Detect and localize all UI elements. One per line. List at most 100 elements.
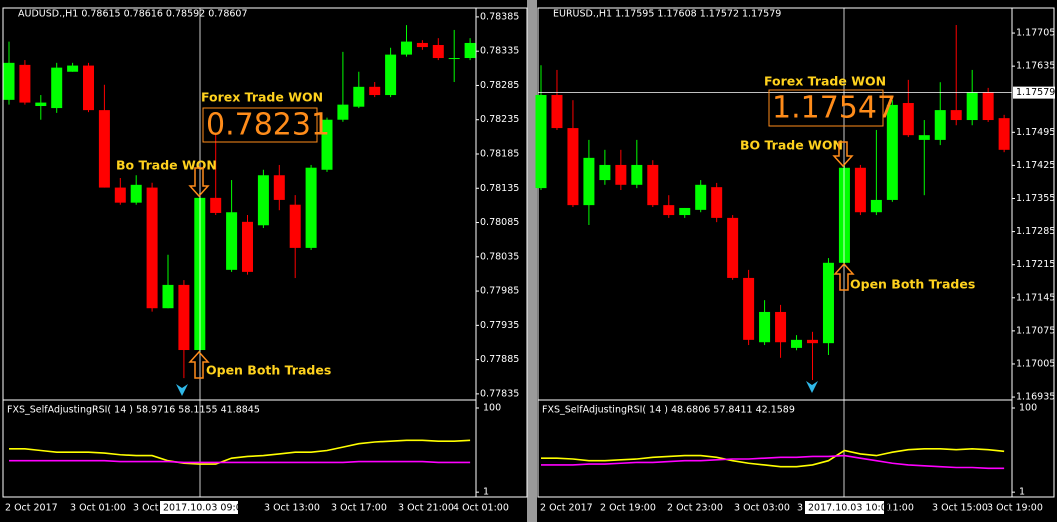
symbol-header: EURUSD.,H1 1.17595 1.17608 1.17572 1.175… <box>553 9 781 20</box>
x-tick-label: 2 Oct 19:00 <box>600 503 656 514</box>
candle-body <box>918 135 930 140</box>
marker <box>176 384 188 396</box>
candle-body <box>567 128 579 206</box>
x-tick-label: 2 Oct 2017 <box>5 503 58 514</box>
charts: AUDUSD.,H1 0.78615 0.78616 0.78592 0.786… <box>2 7 1055 514</box>
y-tick-label: 1 <box>1019 487 1025 498</box>
indicator-line <box>541 454 1005 470</box>
candle-body <box>3 62 15 100</box>
y-tick-label: 1.16935 <box>1016 392 1055 403</box>
y-tick-label: 0.77835 <box>480 388 519 399</box>
candle-body <box>114 187 126 203</box>
x-tick-label: 3 Oct 19:00 <box>987 503 1043 514</box>
candle-body <box>432 45 444 59</box>
candle-body <box>401 41 412 55</box>
candle-body <box>759 311 771 343</box>
candle-body <box>806 339 818 344</box>
candle-body <box>51 67 63 109</box>
current-price-label: 1.17579 <box>1016 87 1055 98</box>
y-tick-label: 0.78035 <box>480 251 519 262</box>
plot-frame <box>2 7 528 498</box>
arrow-up <box>188 350 210 379</box>
candle-body <box>583 157 595 206</box>
annotations: Forex Trade WON 0.78231 Bo Trade WON Ope… <box>116 74 975 396</box>
x-tick-label: 3 Oct 13:00 <box>264 503 320 514</box>
indicator-label: FXS_SelfAdjustingRSI( 14 ) 58.9716 58.11… <box>7 405 260 416</box>
indicator-line <box>9 439 471 465</box>
y-tick-label: 0.78185 <box>480 148 519 159</box>
candle-body <box>83 65 94 111</box>
candle-body <box>305 167 317 248</box>
candle-body <box>67 65 79 72</box>
candle-body <box>647 164 659 206</box>
candle-body <box>337 104 349 120</box>
candle-body <box>551 94 563 129</box>
candle-body <box>321 119 333 170</box>
y-tick-label: 0.77885 <box>480 354 519 365</box>
candle-body <box>822 262 834 344</box>
candle-body <box>353 86 365 107</box>
y-tick-label: 1.17425 <box>1016 160 1055 171</box>
annotation: Forex Trade WON <box>201 90 323 105</box>
candle-body <box>130 184 142 203</box>
candle-body <box>162 284 174 309</box>
annotation: BO Trade WON <box>740 138 843 153</box>
annotation: 1.17547 <box>772 91 896 126</box>
candle-body <box>870 199 882 213</box>
y-tick-label: 0.78335 <box>480 46 519 57</box>
y-tick-label: 1.17355 <box>1016 193 1055 204</box>
x-tick-label: 3 Oct 17:00 <box>331 503 387 514</box>
annotation: Bo Trade WON <box>116 158 217 173</box>
candle-body <box>210 197 222 213</box>
y-tick-label: 1.17705 <box>1016 28 1055 39</box>
candle-body <box>838 167 850 263</box>
y-tick-label: 1.17285 <box>1016 226 1055 237</box>
candle-body <box>854 167 866 213</box>
candle-body <box>775 311 787 343</box>
y-tick-label: 1.17005 <box>1016 358 1055 369</box>
x-tick-label: 2 Oct 23:00 <box>667 503 723 514</box>
y-tick-label: 0.78135 <box>480 183 519 194</box>
symbol-header: AUDUSD.,H1 0.78615 0.78616 0.78592 0.786… <box>18 9 248 20</box>
x-tick-label: 3 Oct 21:00 <box>398 503 454 514</box>
x-tick-label: 3 Oct 01:00 <box>70 503 126 514</box>
y-tick-label: 1.17075 <box>1016 325 1055 336</box>
cursor-box <box>805 501 884 514</box>
indicator-line <box>541 447 1005 468</box>
cursor-label: 2017.10.03 10:00 <box>808 503 893 514</box>
candle-body <box>273 175 285 200</box>
candle-body <box>615 164 627 185</box>
candle-body <box>663 205 675 216</box>
candle-body <box>535 94 547 189</box>
candle-body <box>257 175 269 226</box>
candle-body <box>242 221 253 272</box>
y-tick-label: 1.17145 <box>1016 292 1055 303</box>
candle-body <box>743 277 755 340</box>
candle-body <box>178 284 190 351</box>
candle-body <box>998 118 1010 150</box>
candle-body <box>19 64 31 103</box>
candle-body <box>385 54 397 96</box>
indicator-label: FXS_SelfAdjustingRSI( 14 ) 48.6806 57.84… <box>542 405 795 416</box>
candle-body <box>226 212 238 270</box>
price-box <box>768 89 884 127</box>
candle-body <box>599 164 611 181</box>
y-tick-label: 0.78085 <box>480 217 519 228</box>
panel-divider <box>527 0 537 522</box>
candle-body <box>966 92 978 121</box>
x-tick-label: 3 Oct 15:00 <box>932 503 988 514</box>
candle-body <box>950 110 962 121</box>
arrow-up <box>833 262 855 291</box>
candle-body <box>98 110 110 188</box>
y-tick-label: 0.78235 <box>480 114 519 125</box>
y-tick-label: 1.17495 <box>1016 127 1055 138</box>
candle-body <box>464 42 476 59</box>
y-tick-label: 0.77985 <box>480 286 519 297</box>
candle-body <box>934 110 946 140</box>
candle-body <box>711 187 723 218</box>
plot-frame <box>537 7 1055 498</box>
cursor-box <box>160 501 238 514</box>
x-tick-label: 2 Oct 2017 <box>540 503 593 514</box>
y-tick-label: 0.78285 <box>480 80 519 91</box>
